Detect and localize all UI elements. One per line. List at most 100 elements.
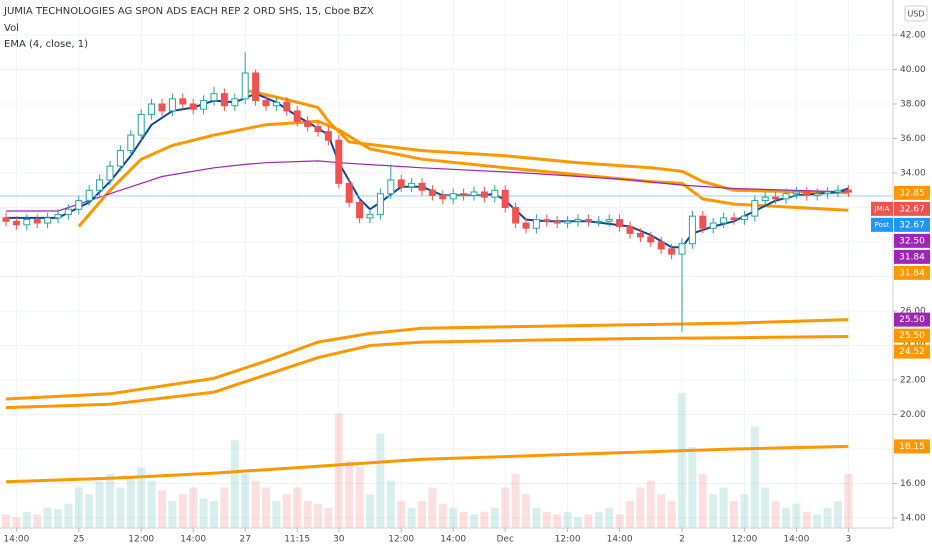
y-tick-label: 22.00 <box>900 376 926 386</box>
price-label-box <box>894 233 930 248</box>
candle-body <box>200 100 208 110</box>
x-tick-label: 25 <box>73 535 84 545</box>
candle-body <box>116 150 124 167</box>
volume-bar <box>158 490 166 528</box>
indicator-line <box>5 335 849 410</box>
candle-body <box>532 219 540 229</box>
price-label-box <box>894 185 930 200</box>
indicator-label: EMA (4, close, 1) <box>4 39 88 50</box>
volume-bar <box>574 517 582 528</box>
volume-bar <box>397 501 406 528</box>
volume-bar <box>771 501 780 528</box>
candle-body <box>595 220 603 223</box>
y-tick-label: 20.00 <box>900 410 926 420</box>
candle-body <box>179 98 187 105</box>
price-label: 32.50 <box>899 236 925 246</box>
volume-bar <box>293 487 302 528</box>
candle-body <box>522 222 530 229</box>
volume-bar <box>813 514 822 528</box>
volume-bar <box>64 503 73 528</box>
volume-bar <box>594 511 603 528</box>
candle-body <box>293 110 301 122</box>
price-label: 31.84 <box>899 268 925 278</box>
volume-bar <box>449 507 458 528</box>
candle-body <box>356 201 364 219</box>
candle-body <box>12 220 20 226</box>
x-tick-label: 12:00 <box>388 535 414 545</box>
candle-body <box>844 189 852 193</box>
price-label-box <box>894 201 930 216</box>
price-label-box <box>894 265 930 280</box>
volume-bar <box>501 487 510 528</box>
candle-body <box>616 219 624 227</box>
indicator-line <box>77 119 849 228</box>
indicator-line <box>6 160 849 212</box>
candle-body <box>428 189 436 196</box>
candle-body <box>480 191 488 198</box>
candle-body <box>304 120 312 127</box>
candle-body <box>44 217 52 224</box>
volume-bar <box>542 511 551 528</box>
candle-body <box>491 189 499 198</box>
candle-body <box>335 139 343 184</box>
candle-body <box>408 182 416 188</box>
candle-body <box>740 215 748 221</box>
currency[interactable]: USD <box>907 10 924 19</box>
candle-body <box>824 191 832 195</box>
candle-body <box>64 208 72 215</box>
volume-bar <box>615 514 624 528</box>
price-label: 32.67 <box>899 220 925 230</box>
price-label-box <box>894 249 930 264</box>
candles <box>2 52 852 332</box>
volume-bar <box>43 507 52 528</box>
volume-bar <box>802 511 811 528</box>
candle-body <box>668 248 676 255</box>
candle-body <box>678 243 686 255</box>
candle-body <box>23 219 31 226</box>
candle-body <box>657 241 665 250</box>
volume-bar <box>106 474 114 528</box>
price-label-box <box>894 344 930 359</box>
volume-bar <box>12 517 21 528</box>
candle-body <box>137 113 145 136</box>
volume-bar <box>709 494 718 528</box>
candle-body <box>636 232 644 238</box>
volume-bar <box>407 507 416 528</box>
indicator-line <box>244 88 849 195</box>
candle-body <box>376 193 384 215</box>
x-tick-label: 14:00 <box>440 535 466 545</box>
y-tick-label: 36.00 <box>900 134 926 144</box>
volume-bar <box>334 413 343 528</box>
price-label: 24.52 <box>899 347 925 357</box>
currency-box[interactable] <box>904 5 928 22</box>
candle-body <box>168 98 176 112</box>
volume-bar <box>438 503 447 528</box>
volume-bar <box>750 426 759 528</box>
volume-bar <box>74 487 83 528</box>
volume-bar <box>126 476 135 528</box>
y-tick-label: 40.00 <box>900 65 926 75</box>
price-label: 18.15 <box>899 442 925 452</box>
candle-body <box>314 125 322 133</box>
price-label-name: Post <box>875 221 890 229</box>
volume-bar <box>823 507 832 528</box>
y-tick-label: 38.00 <box>900 100 926 110</box>
volume-bar <box>33 514 42 528</box>
price-label: 32.85 <box>899 188 925 198</box>
candle-body <box>647 236 655 243</box>
volume-bar <box>740 494 749 528</box>
volume-bar <box>782 507 790 528</box>
candle-body <box>699 215 707 229</box>
candle-body <box>54 213 62 219</box>
volume-bar <box>605 507 614 528</box>
price-label-box <box>894 439 930 454</box>
indicator-label: Vol <box>4 23 19 34</box>
candle-body <box>772 196 780 200</box>
price-label-name: JMIA <box>874 205 890 213</box>
volume-bar <box>657 494 666 528</box>
volume-bar <box>844 474 853 528</box>
price-label-name-box <box>871 217 893 232</box>
volume-bar <box>199 498 208 528</box>
candle-body <box>574 219 582 222</box>
